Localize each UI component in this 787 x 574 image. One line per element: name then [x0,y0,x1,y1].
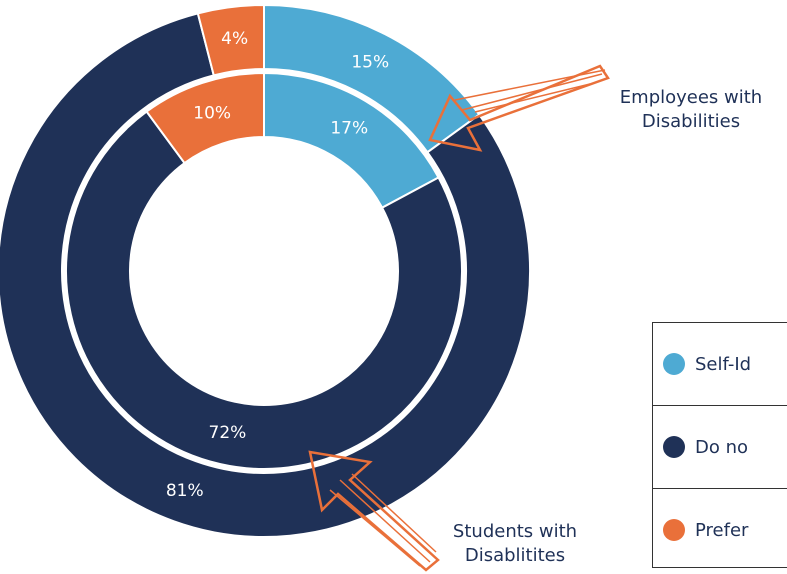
legend-label: Self-Id [695,353,752,375]
legend-label: Do no [695,436,749,458]
legend-item: Prefer [653,489,787,567]
data-label: 81% [166,481,204,501]
donut-segment [0,12,531,538]
legend-swatch [663,436,685,458]
inner-ring-label: Students with Disablitites [452,521,578,566]
legend-item: Self-Id [653,323,787,406]
data-label: 15% [351,53,389,73]
data-label: 10% [193,103,231,123]
legend-swatch [663,353,685,375]
legend-label: Prefer [695,519,749,541]
data-label: 17% [330,119,368,139]
legend: Self-Id Do no Prefer [652,322,787,568]
donut-segment [145,71,265,165]
data-label: 72% [209,423,247,443]
donut-segment [65,110,463,470]
legend-swatch [663,519,685,541]
data-label: 4% [221,29,248,49]
legend-item: Do no [653,406,787,489]
donut-segment [196,3,265,77]
outer-ring-label: Employees with Disabilities [619,87,763,132]
arrows [308,64,610,572]
